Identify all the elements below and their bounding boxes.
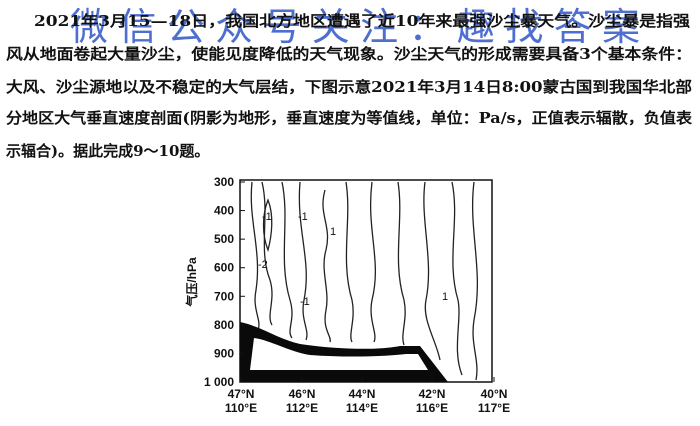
paragraph-line: 分地区大气垂直速度剖面(阴影为地形，垂直速度为等值线，单位：Pa/s，正值表示辐… <box>6 109 693 127</box>
contours <box>250 181 479 381</box>
x-tick-label: 112°E <box>286 401 318 415</box>
y-tick-label: 900 <box>214 346 234 360</box>
x-tick-label: 114°E <box>346 401 378 415</box>
y-tick-label: 400 <box>214 204 234 218</box>
x-tick-label: 42°N <box>419 387 446 401</box>
x-tick-label: 117°E <box>478 401 510 415</box>
contour-label: -2 <box>258 259 268 271</box>
x-tick-label: 47°N <box>228 387 255 401</box>
paragraph-line: 示辐合)。据此完成9～10题。 <box>6 142 209 160</box>
y-tick-label: 800 <box>214 318 234 332</box>
paragraph-line: 风从地面卷起大量沙尘，使能见度降低的天气现象。沙尘天气的形成需要具备3个基本条件… <box>6 45 692 63</box>
y-tick-label: 300 <box>214 175 234 189</box>
x-tick-label: 46°N <box>289 387 316 401</box>
terrain-highlight <box>250 338 428 370</box>
y-axis-label: 气压/hPa <box>184 257 199 308</box>
paragraph-line: 大风、沙尘源地以及不稳定的大气层结，下图示意2021年3月14日8:00蒙古国到… <box>6 78 692 96</box>
y-tick-label: 700 <box>214 289 234 303</box>
x-tick-label: 40°N <box>481 387 508 401</box>
y-tick-label: 1 000 <box>204 375 234 389</box>
contour-label: -1 <box>300 296 310 308</box>
y-tick-label: 600 <box>214 261 234 275</box>
contour-label: -1 <box>298 211 308 223</box>
x-tick-label: 44°N <box>349 387 376 401</box>
x-tick-label: 110°E <box>225 401 257 415</box>
contour-label: 1 <box>442 291 448 303</box>
y-tick-label: 500 <box>214 232 234 246</box>
contour-label: 1 <box>330 226 336 238</box>
x-tick-label: 116°E <box>416 401 448 415</box>
paragraph-line: 2021年3月15—18日，我国北方地区遭遇了近10年来最强沙尘暴天气。沙尘暴是… <box>34 12 690 30</box>
contour-label: -1 <box>262 211 272 223</box>
